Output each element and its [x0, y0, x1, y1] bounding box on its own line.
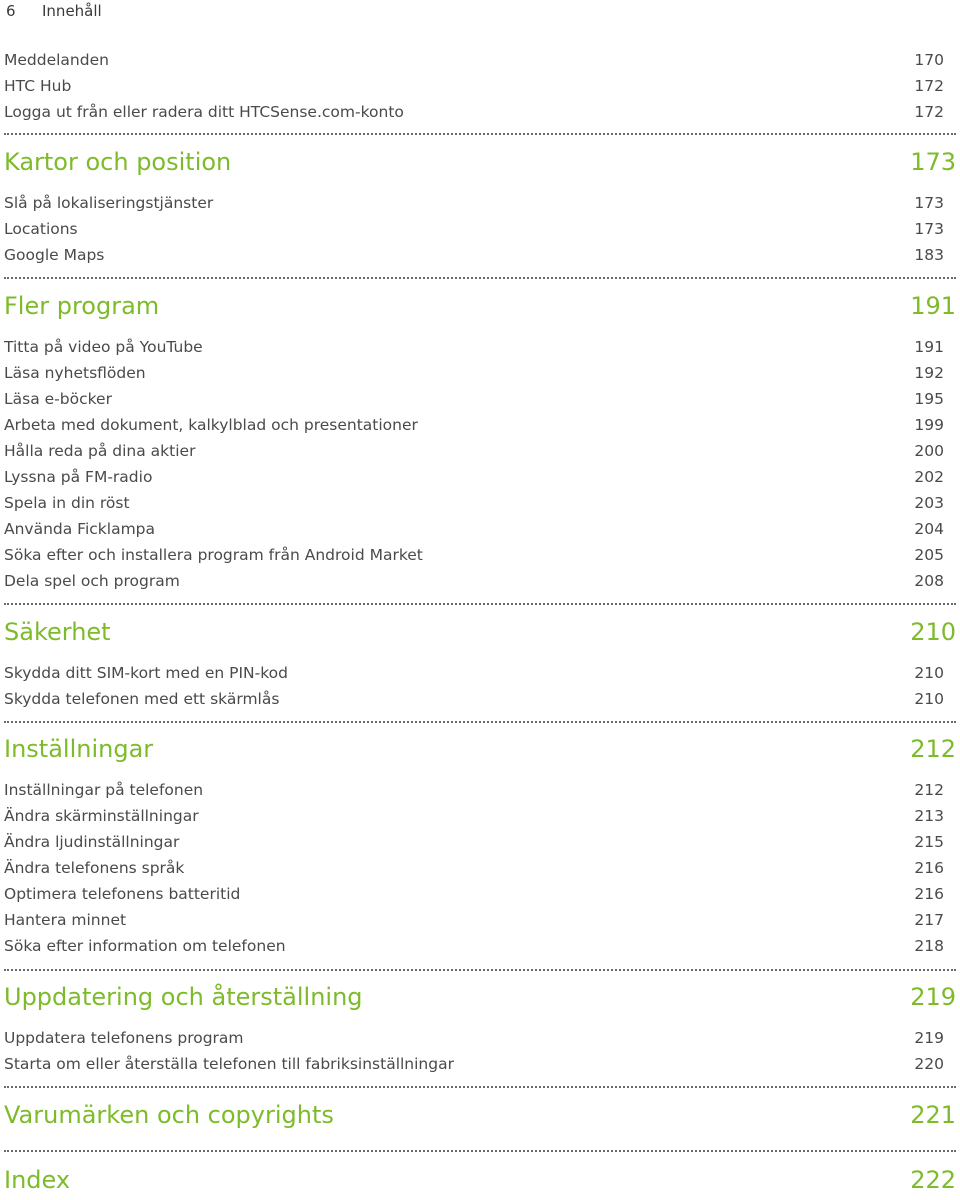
- dotted-divider: [4, 721, 956, 723]
- dotted-divider: [4, 603, 956, 605]
- dotted-divider: [4, 277, 956, 279]
- chapter-heading[interactable]: Index 222: [4, 1166, 956, 1194]
- page-header: 6 Innehåll: [6, 0, 102, 24]
- dotted-divider: [4, 133, 956, 135]
- toc-entry[interactable]: HTC Hub 172: [4, 77, 944, 95]
- toc-entry[interactable]: Använda Ficklampa 204: [4, 520, 944, 538]
- toc-entry[interactable]: Arbeta med dokument, kalkylblad och pres…: [4, 416, 944, 434]
- toc-entry[interactable]: Söka efter och installera program från A…: [4, 546, 944, 564]
- toc-entry[interactable]: Logga ut från eller radera ditt HTCSense…: [4, 103, 944, 121]
- toc-entry[interactable]: Slå på lokaliseringstjänster 173: [4, 194, 944, 212]
- dotted-divider: [4, 969, 956, 971]
- chapter-heading[interactable]: Inställningar 212: [4, 735, 956, 763]
- toc-entry[interactable]: Skydda ditt SIM-kort med en PIN-kod 210: [4, 664, 944, 682]
- toc-entry[interactable]: Lyssna på FM-radio 202: [4, 468, 944, 486]
- chapter-heading[interactable]: Kartor och position 173: [4, 148, 956, 176]
- toc-entry[interactable]: Meddelanden 170: [4, 51, 944, 69]
- toc-entry[interactable]: Läsa e-böcker 195: [4, 390, 944, 408]
- page-number: 6: [6, 2, 16, 20]
- chapter-heading[interactable]: Säkerhet 210: [4, 618, 956, 646]
- toc-entry[interactable]: Uppdatera telefonens program 219: [4, 1029, 944, 1047]
- toc-entry[interactable]: Starta om eller återställa telefonen til…: [4, 1055, 944, 1073]
- toc-entry[interactable]: Ändra telefonens språk 216: [4, 859, 944, 877]
- toc-entry[interactable]: Inställningar på telefonen 212: [4, 781, 944, 799]
- dotted-divider: [4, 1086, 956, 1088]
- toc-entry[interactable]: Ändra ljudinställningar 215: [4, 833, 944, 851]
- toc-entry[interactable]: Läsa nyhetsflöden 192: [4, 364, 944, 382]
- toc-entry[interactable]: Locations 173: [4, 220, 944, 238]
- toc-entry[interactable]: Optimera telefonens batteritid 216: [4, 885, 944, 903]
- toc-entry[interactable]: Spela in din röst 203: [4, 494, 944, 512]
- toc-entry[interactable]: Google Maps 183: [4, 246, 944, 264]
- toc-entry[interactable]: Ändra skärminställningar 213: [4, 807, 944, 825]
- toc-entry[interactable]: Söka efter information om telefonen 218: [4, 937, 944, 955]
- chapter-heading[interactable]: Fler program 191: [4, 292, 956, 320]
- toc-entry[interactable]: Hålla reda på dina aktier 200: [4, 442, 944, 460]
- dotted-divider: [4, 1150, 956, 1152]
- toc-entry[interactable]: Dela spel och program 208: [4, 572, 944, 590]
- chapter-heading[interactable]: Varumärken och copyrights 221: [4, 1101, 956, 1129]
- toc-entry[interactable]: Hantera minnet 217: [4, 911, 944, 929]
- toc-entry[interactable]: Skydda telefonen med ett skärmlås 210: [4, 690, 944, 708]
- section-title: Innehåll: [42, 2, 102, 20]
- chapter-heading[interactable]: Uppdatering och återställning 219: [4, 983, 956, 1011]
- toc-entry[interactable]: Titta på video på YouTube 191: [4, 338, 944, 356]
